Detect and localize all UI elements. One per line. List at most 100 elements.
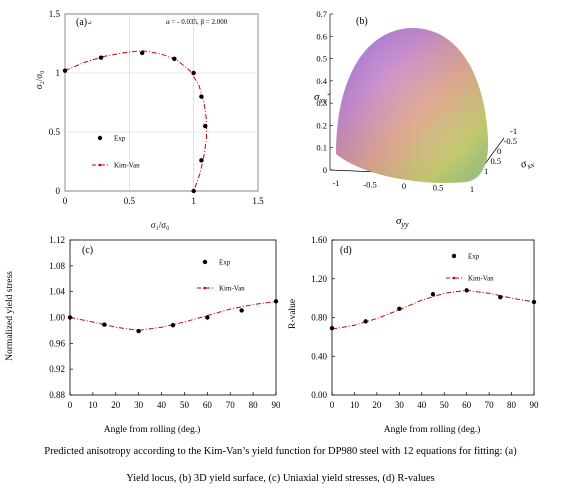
data-point-exp [67, 315, 73, 320]
data-point-exp [136, 328, 141, 334]
z-tick-label: 0.6 [316, 31, 327, 41]
yield-surface-shade [336, 27, 489, 183]
chart-b-xlabel: σyy [396, 215, 409, 229]
y-tick-label: -1 [510, 126, 517, 136]
y-tick-label: 0 [56, 186, 61, 196]
x-tick-label: 20 [372, 400, 382, 410]
chart-b-ylabel: σxx [519, 155, 536, 173]
x-tick-label: 90 [530, 400, 540, 410]
data-point-exp [273, 299, 279, 304]
data-point-exp [199, 158, 204, 163]
data-point-exp [98, 55, 104, 60]
y-tick-label: 1.20 [311, 274, 327, 284]
x-tick-label: 40 [157, 400, 167, 410]
data-point-exp [199, 94, 204, 99]
y-tick-label: 0.80 [311, 313, 327, 323]
x-tick-label: -1 [332, 178, 339, 188]
data-point-exp [170, 323, 176, 328]
z-tick-label: 0 [323, 165, 327, 175]
y-tick-label: 0.88 [49, 390, 65, 400]
chart-a-annotation: α = - 0.035, β = 2.000 [166, 18, 228, 26]
data-point-exp [62, 68, 68, 73]
legend-label: Exp [219, 259, 231, 267]
data-point-exp [363, 319, 368, 324]
legend-label: Kim-Van [114, 162, 140, 170]
x-tick-label: 60 [462, 400, 472, 410]
y-tick-label: 0.5 [491, 156, 502, 166]
z-tick-label: 0.2 [316, 120, 327, 130]
y-tick-label: 1 [484, 166, 488, 176]
z-tick-label: 0.1 [316, 143, 327, 153]
x-tick-label: 30 [395, 400, 405, 410]
data-point-exp [498, 294, 503, 300]
x-tick-label: 10 [350, 400, 360, 410]
chart-c: 0 10 20 30 40 50 60 70 80 90 0.88 0.92 0.96 1.00 1.04 1… [5, 235, 280, 435]
x-tick-label: 70 [485, 400, 495, 410]
x-tick-label: 0.5 [433, 183, 444, 193]
y-tick-label: 1.60 [311, 235, 327, 245]
y-tick-label: 0 [497, 146, 501, 156]
x-tick-label: 20 [111, 400, 121, 410]
chart-a-panel-label: (a)↵ [76, 17, 92, 28]
y-tick-label: 1.04 [49, 287, 65, 297]
y-tick-label: 1.12 [49, 235, 65, 245]
data-point-exp [191, 70, 196, 76]
x-tick-label: 1 [191, 196, 196, 206]
x-tick-label: 0 [63, 196, 68, 206]
y-tick-label: -0.5 [504, 136, 517, 146]
plot-frame [69, 239, 277, 396]
data-point-exp [531, 299, 537, 305]
y-tick-label: 1.00 [49, 313, 65, 323]
y-tick-label: 0.92 [49, 364, 65, 374]
x-tick-label: 50 [440, 400, 450, 410]
y-tick-label: 0.5 [49, 127, 61, 137]
plot-frame [64, 13, 259, 192]
data-point-exp [464, 288, 469, 293]
chart-a: 0 0.5 1 1.5 0 0.5 1 1.5 Exp Kim-Van (a)↵ α = - 0.… [34, 9, 264, 230]
legend-marker-exp [202, 259, 208, 265]
data-point-exp [430, 292, 436, 297]
x-tick-label: 0 [330, 400, 335, 410]
legend-label: Exp [468, 253, 480, 261]
z-tick-label: 0.3 [316, 98, 327, 108]
x-tick-label: 1 [470, 184, 474, 194]
y-tick-label: 0.40 [311, 351, 327, 361]
chart-c-ylabel: Normalized yield stress [5, 271, 15, 361]
x-tick-label: 0 [402, 181, 406, 191]
figure-caption: Predicted anisotropy according to the Ki… [0, 438, 561, 492]
data-point-exp [203, 123, 208, 129]
data-point-exp [102, 322, 107, 327]
legend-line-dot [203, 286, 207, 290]
z-tick-label: 0.4 [316, 76, 327, 86]
data-point-exp [140, 50, 145, 56]
x-tick-label: 60 [203, 400, 213, 410]
legend-line-dot [98, 163, 102, 167]
x-tick-label: 1.5 [252, 196, 264, 206]
z-tick-label: 0.7 [316, 9, 327, 19]
chart-a-xlabel: σ₁/σ₀ [151, 220, 169, 230]
legend-label: Kim-Van [468, 275, 494, 283]
chart-b: 00.10.20.30.40.50.60.7-1 -0.5 0 0.5 1-1-0.50… [314, 9, 536, 229]
chart-d-xlabel: Angle from rolling (deg.) [384, 424, 481, 435]
legend-marker-exp [451, 253, 457, 259]
data-point-exp [205, 315, 210, 320]
legend-marker-exp [97, 135, 103, 141]
x-tick-label: 70 [226, 400, 236, 410]
x-tick-label: 50 [180, 400, 190, 410]
legend-label: Exp [114, 135, 126, 143]
z-tick-label: 0.5 [316, 54, 327, 64]
x-tick-label: 10 [88, 400, 98, 410]
data-point-exp [397, 306, 402, 311]
chart-a-plot: 0 0.5 1 1.5 0 0.5 1 1.5 Exp Kim-Van [49, 9, 264, 206]
data-point-exp [329, 325, 335, 331]
chart-b-panel-label: (b) [356, 16, 368, 27]
caption-line-2: Yield locus, (b) 3D yield surface, (c) U… [126, 473, 435, 484]
x-tick-label: 0 [68, 400, 73, 410]
x-tick-label: 80 [249, 400, 259, 410]
series-line-kim-van [64, 50, 207, 192]
chart-b-zlabel: σxy↵ [314, 91, 332, 105]
data-point-exp [191, 188, 196, 194]
x-tick-label: 30 [134, 400, 144, 410]
chart-a-ylabel: σ₂/σ₀ [34, 71, 44, 89]
chart-d-panel-label: (d) [340, 245, 352, 256]
